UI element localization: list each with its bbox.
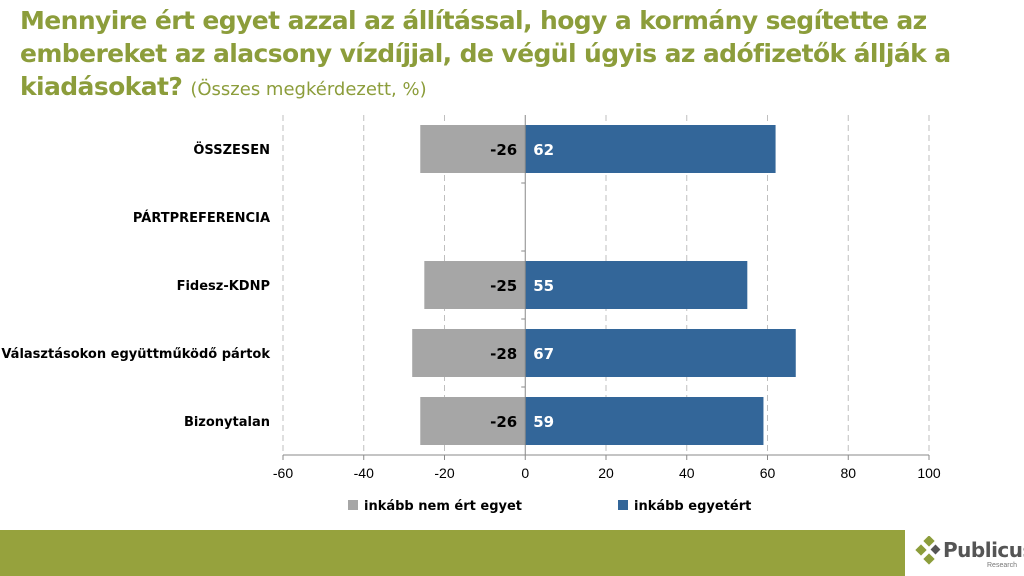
bar-disagree (424, 261, 526, 309)
bar-agree (525, 397, 764, 445)
bar-agree (525, 261, 748, 309)
legend-swatch (348, 500, 358, 510)
x-tick-label: 0 (521, 465, 529, 481)
publicus-logo: Publicus Research (915, 536, 1024, 572)
data-label: -26 (490, 413, 517, 431)
legend-swatch (618, 500, 628, 510)
title-subtitle: (Összes megkérdezett, %) (190, 79, 427, 100)
logo-tagline: Research (987, 562, 1017, 569)
diverging-bar-chart: -60 -40 -20 0 20 40 60 80 100 ÖSSZESEN -26 62 PÁRTPR… (1, 115, 941, 514)
chart-title: Mennyire ért egyet azzal az állítással, … (20, 4, 1010, 106)
legend-label: inkább nem ért egyet (364, 499, 522, 514)
data-label: 59 (533, 413, 554, 431)
bar-disagree (420, 397, 526, 445)
footer-band (0, 530, 905, 576)
data-label: 55 (533, 277, 554, 295)
x-tick-label: 60 (760, 465, 776, 481)
x-tick-label: -20 (434, 465, 454, 481)
logo-diamonds-icon (915, 536, 941, 565)
data-label: -26 (490, 141, 517, 159)
logo-text: Publicus (943, 538, 1024, 562)
x-tick-label: -60 (273, 465, 293, 481)
bar-agree (525, 125, 776, 173)
bar-disagree (420, 125, 526, 173)
title-main: Mennyire ért egyet azzal az állítással, … (20, 6, 951, 101)
data-label: 62 (533, 141, 554, 159)
legend-label: inkább egyetért (634, 499, 751, 514)
x-tick-label: 20 (598, 465, 614, 481)
bar-agree (525, 329, 796, 377)
x-tick-label: 100 (917, 465, 941, 481)
data-label: -25 (490, 277, 517, 295)
data-label: -28 (490, 345, 517, 363)
category-label: Fidesz-KDNP (177, 279, 270, 294)
category-label: Választásokon együttműködő pártok (1, 347, 270, 362)
category-label: Bizonytalan (184, 415, 270, 430)
data-label: 67 (533, 345, 554, 363)
x-tick-label: 40 (679, 465, 695, 481)
category-label: PÁRTPREFERENCIA (133, 210, 270, 226)
x-tick-label: -40 (354, 465, 374, 481)
bar-disagree (412, 329, 526, 377)
x-tick-label: 80 (840, 465, 856, 481)
category-label: ÖSSZESEN (193, 142, 270, 158)
